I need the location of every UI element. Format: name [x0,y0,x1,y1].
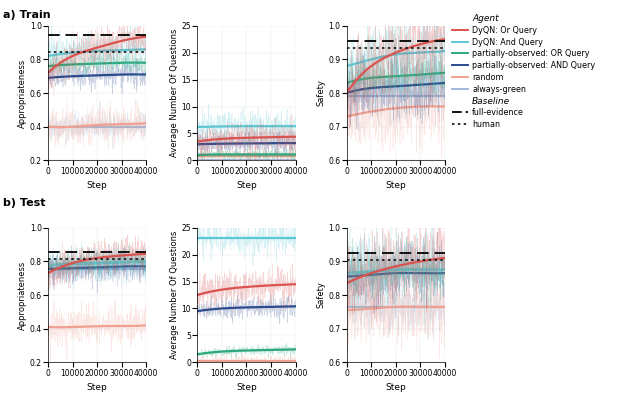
Text: a) Train: a) Train [3,10,51,20]
X-axis label: Step: Step [236,383,257,392]
Y-axis label: Appropriateness: Appropriateness [18,261,27,329]
Legend: Agent, DyQN: Or Query, DyQN: And Query, partially-observed: OR Query, partially-: Agent, DyQN: Or Query, DyQN: And Query, … [452,14,595,129]
X-axis label: Step: Step [385,181,406,190]
X-axis label: Step: Step [87,181,108,190]
X-axis label: Step: Step [385,383,406,392]
Text: b) Test: b) Test [3,198,45,208]
X-axis label: Step: Step [87,383,108,392]
Y-axis label: Average Number Of Questions: Average Number Of Questions [170,29,179,157]
Y-axis label: Safety: Safety [316,282,325,308]
Y-axis label: Appropriateness: Appropriateness [18,59,27,128]
Y-axis label: Average Number Of Questions: Average Number Of Questions [170,231,179,359]
Y-axis label: Safety: Safety [316,80,325,107]
X-axis label: Step: Step [236,181,257,190]
